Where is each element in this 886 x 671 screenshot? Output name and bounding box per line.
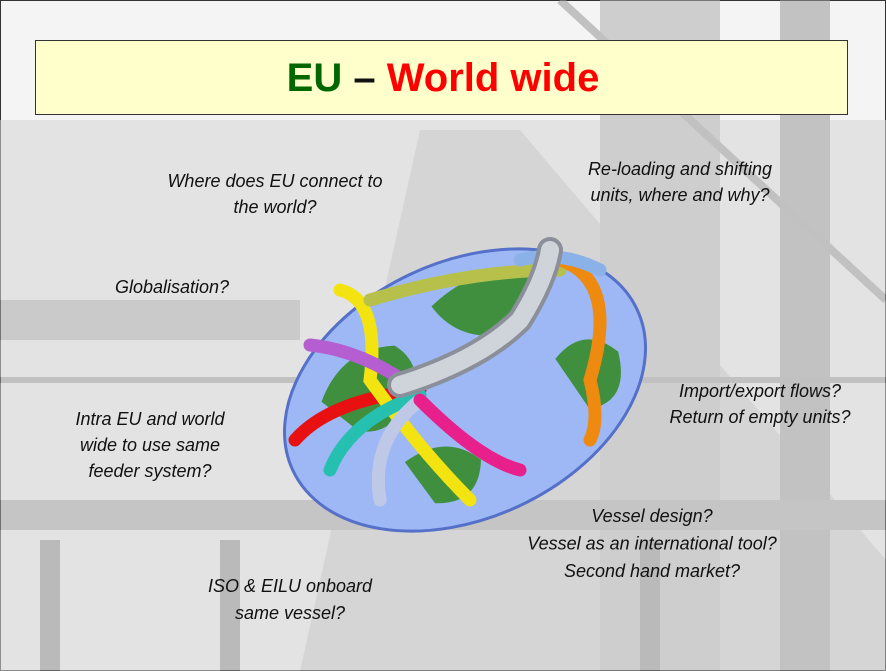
question-line: Second hand market?	[564, 561, 740, 581]
question-line: Vessel as an international tool?	[527, 534, 777, 554]
question-line: Where does EU connect to	[167, 171, 382, 191]
title-left: EU	[287, 56, 343, 100]
title-separator: –	[353, 56, 375, 100]
question-line: Return of empty units?	[669, 407, 850, 427]
question-line: units, where and why?	[590, 185, 769, 205]
question-line: Intra EU and world	[75, 409, 225, 429]
question-line: feeder system?	[88, 461, 211, 481]
slide: EU – World wide Where does EU connect to…	[0, 0, 886, 671]
question-line: same vessel?	[235, 603, 345, 623]
question-line: Vessel design?	[591, 506, 712, 526]
question-line: the world?	[233, 197, 316, 217]
title: EU – World wide	[287, 56, 600, 100]
title-right: World wide	[387, 56, 600, 100]
question-line: wide to use same	[80, 435, 220, 455]
question-line: ISO & EILU onboard	[208, 576, 373, 596]
question-line: Globalisation?	[115, 277, 229, 297]
question-line: Re-loading and shifting	[588, 159, 772, 179]
question-line: Import/export flows?	[679, 381, 841, 401]
